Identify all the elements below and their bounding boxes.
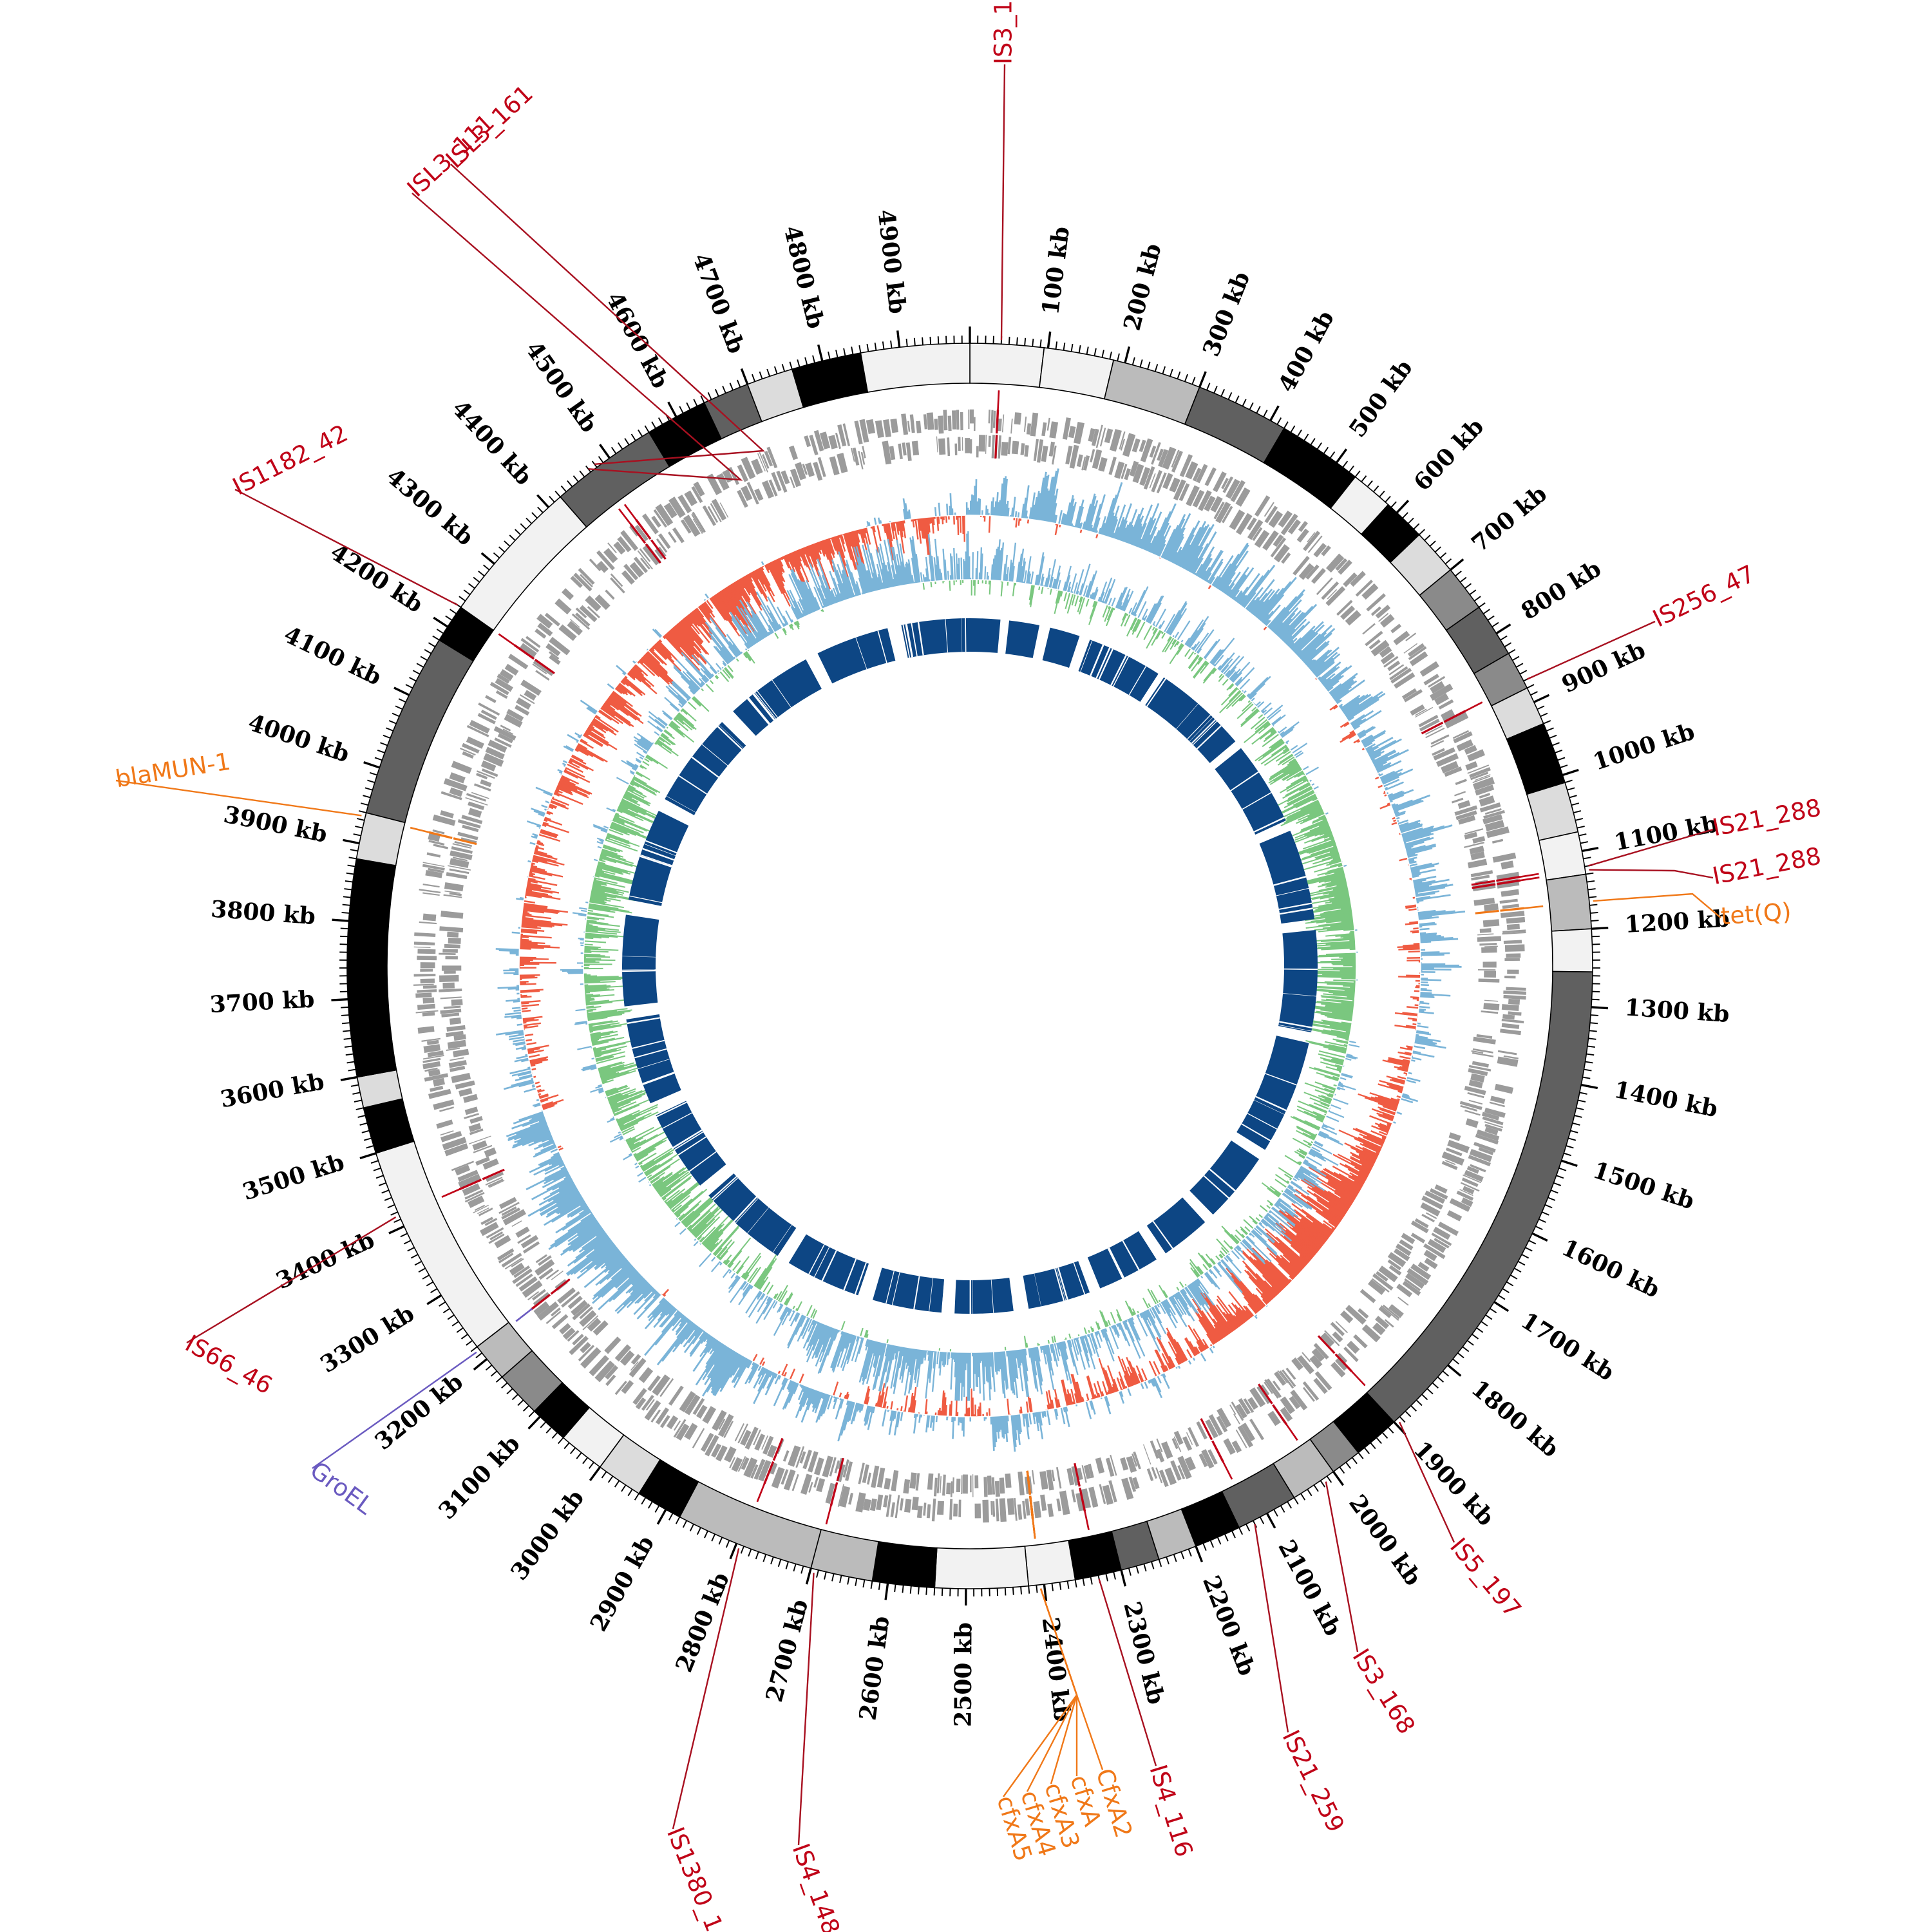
axis-tick-label: 4000 kb — [245, 709, 353, 768]
axis-tick-label: 3100 kb — [433, 1430, 526, 1525]
feature-label-is66-46[interactable]: IS66_46 — [181, 1329, 277, 1399]
axis-tick-label: 2800 kb — [670, 1569, 735, 1676]
feature-label-is4-148[interactable]: IS4_148 — [787, 1840, 846, 1932]
axis-tick-label: 1500 kb — [1589, 1157, 1698, 1215]
axis-tick-label: 800 kb — [1517, 555, 1606, 625]
axis-tick-label: 600 kb — [1408, 413, 1489, 496]
leader-line — [1039, 1588, 1104, 1770]
axis-tick-label: 3300 kb — [316, 1300, 419, 1378]
leader-line — [1000, 64, 1006, 341]
feature-label-is5-197[interactable]: IS5_197 — [1444, 1533, 1526, 1623]
axis-tick-label: 4100 kb — [279, 621, 386, 691]
axis-tick-label: 1200 kb — [1624, 905, 1730, 938]
axis-tick-label: 4500 kb — [520, 336, 603, 437]
axis-tick-label: 1600 kb — [1558, 1234, 1664, 1303]
axis-tick-label: 300 kb — [1198, 268, 1256, 361]
leader-line — [1254, 1524, 1289, 1733]
leader-line — [797, 1573, 815, 1846]
leader-line — [672, 1548, 740, 1830]
feature-label-isl3-111[interactable]: ISL3_111 — [402, 108, 500, 202]
leader-line — [312, 1351, 477, 1469]
feature-label-is21-259[interactable]: IS21_259 — [1276, 1726, 1349, 1837]
axis-tick-label: 900 kb — [1558, 636, 1650, 698]
feature-label-tet-q-[interactable]: tet(Q) — [1719, 898, 1792, 931]
axis-tick-label: 2900 kb — [585, 1531, 659, 1636]
axis-tick-label: 1800 kb — [1466, 1375, 1564, 1463]
leader-line — [234, 488, 459, 606]
feature-marks-group — [410, 390, 1544, 1539]
axis-tick-label: 1400 kb — [1612, 1076, 1720, 1122]
leader-line — [450, 164, 765, 466]
core-genome-ring-group — [621, 618, 1318, 1314]
leader-line — [1589, 869, 1714, 879]
cds-reverse-ring-group — [439, 434, 1502, 1497]
leader-line — [1325, 1481, 1359, 1653]
axis-tick-label: 4900 kb — [872, 208, 911, 316]
axis-tick-label: 4300 kb — [381, 463, 478, 551]
leader-line — [1526, 620, 1656, 680]
axis-tick-label: 2700 kb — [761, 1596, 813, 1705]
axis-tick-label: 500 kb — [1344, 355, 1418, 442]
axis-tick-label: 1700 kb — [1516, 1307, 1619, 1386]
axis-tick-label: 100 kb — [1037, 225, 1075, 316]
axis-tick-label: 2100 kb — [1273, 1535, 1347, 1640]
axis-tick-label: 2200 kb — [1197, 1572, 1260, 1680]
feature-label-groel[interactable]: GroEL — [305, 1456, 379, 1520]
leader-line — [1399, 1421, 1455, 1543]
leader-line — [1098, 1578, 1157, 1766]
feature-label-blamun-1[interactable]: blaMUN-1 — [113, 748, 232, 793]
cds-forward-ring-group — [413, 409, 1526, 1523]
feature-label-is1182-42[interactable]: IS1182_42 — [228, 419, 352, 500]
axis-tick-label: 200 kb — [1119, 241, 1167, 334]
leader-line — [186, 1216, 397, 1344]
contig-ring-group — [346, 343, 1593, 1589]
gc-skew-ring-group — [495, 468, 1466, 1452]
axis-tick-label: 3200 kb — [370, 1368, 468, 1455]
axis-tick-label: 2600 kb — [854, 1615, 895, 1722]
axis-tick-label: 400 kb — [1273, 306, 1340, 397]
leader-line — [115, 779, 362, 817]
axis-tick-label: 1000 kb — [1590, 718, 1698, 776]
axis-tick-label: 3500 kb — [240, 1148, 348, 1206]
leader-line — [412, 193, 743, 481]
axis-tick-label: 1300 kb — [1624, 994, 1730, 1028]
axis-tick-label: 700 kb — [1466, 480, 1552, 558]
axis-tick-label: 4400 kb — [446, 395, 537, 490]
leader-line — [1588, 828, 1714, 867]
axis-tick-label: 4800 kb — [778, 223, 829, 331]
feature-label-is21-288[interactable]: IS21_288 — [1710, 793, 1824, 842]
axis-tick-label: 4200 kb — [325, 538, 428, 618]
axis-tick-label: 2000 kb — [1343, 1490, 1426, 1591]
axis-ticks-group — [331, 327, 1609, 1605]
feature-label-is1380-141[interactable]: IS1380_141 — [661, 1823, 739, 1932]
axis-tick-label: 4700 kb — [687, 250, 750, 357]
axis-tick-label: 2300 kb — [1118, 1599, 1170, 1707]
leader-line — [1593, 893, 1721, 918]
axis-tick-label: 3700 kb — [209, 986, 316, 1019]
gc-content-ring-group — [560, 531, 1360, 1401]
feature-label-is3-176[interactable]: IS3_176 — [990, 0, 1018, 64]
axis-tick-label: 3600 kb — [218, 1068, 327, 1113]
axis-tick-label: 2500 kb — [950, 1622, 978, 1727]
feature-label-is3-168[interactable]: IS3_168 — [1347, 1644, 1420, 1739]
axis-tick-label: 3800 kb — [210, 896, 316, 931]
feature-label-is21-288[interactable]: IS21_288 — [1710, 842, 1824, 890]
feature-label-is256-47[interactable]: IS256_47 — [1649, 560, 1759, 632]
leader-lines-group — [115, 64, 1721, 1846]
feature-label-is4-116[interactable]: IS4_116 — [1144, 1761, 1198, 1860]
axis-tick-label: 3000 kb — [506, 1485, 590, 1586]
axis-tick-label: 1100 kb — [1612, 810, 1720, 856]
axis-tick-label: 1900 kb — [1408, 1436, 1500, 1531]
axis-tick-label: 4600 kb — [601, 287, 674, 392]
